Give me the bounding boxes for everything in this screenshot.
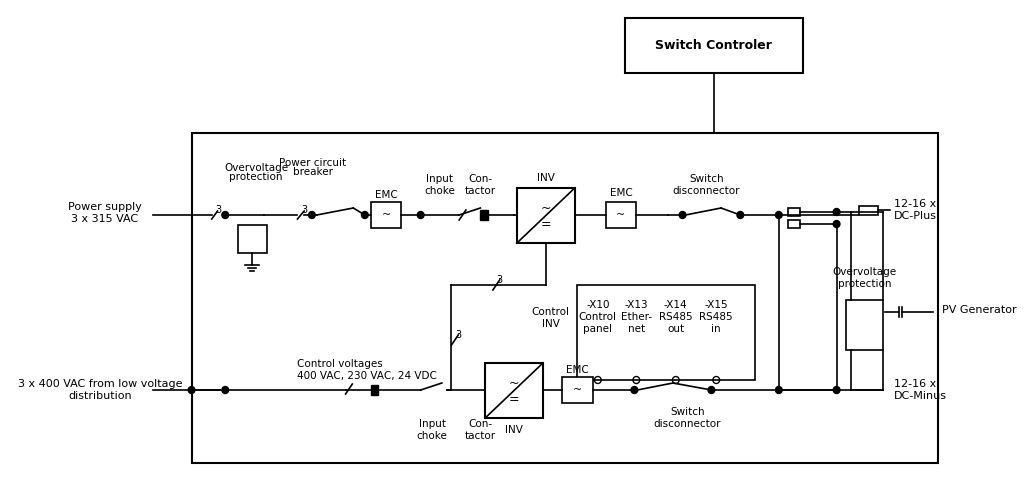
Text: breaker: breaker <box>293 167 333 177</box>
Bar <box>788 220 800 228</box>
Circle shape <box>737 212 743 218</box>
Text: Con-
tactor: Con- tactor <box>465 174 495 196</box>
Text: 3: 3 <box>455 330 462 340</box>
Text: 12-16 x
DC-Minus: 12-16 x DC-Minus <box>894 379 948 401</box>
Text: 3: 3 <box>497 275 503 285</box>
Bar <box>237 225 266 253</box>
Text: -X15: -X15 <box>704 300 728 310</box>
Text: in: in <box>711 324 721 334</box>
Bar <box>788 208 800 216</box>
Text: ~: ~ <box>509 376 519 389</box>
Circle shape <box>680 212 686 218</box>
Bar <box>480 210 488 220</box>
Bar <box>562 377 593 403</box>
Text: 3: 3 <box>301 205 307 215</box>
Bar <box>605 202 636 228</box>
Text: ~: ~ <box>541 202 551 215</box>
Bar <box>371 385 378 395</box>
Circle shape <box>417 212 424 218</box>
Circle shape <box>775 212 782 218</box>
Circle shape <box>308 212 316 218</box>
Circle shape <box>834 220 840 228</box>
Circle shape <box>188 387 195 394</box>
Text: panel: panel <box>583 324 613 334</box>
Bar <box>577 285 755 380</box>
Text: INV: INV <box>537 173 555 183</box>
Bar <box>371 202 401 228</box>
Text: Con-
tactor: Con- tactor <box>465 419 495 441</box>
Circle shape <box>708 387 714 394</box>
Text: Overvoltage
protection: Overvoltage protection <box>833 267 896 289</box>
Text: -X10: -X10 <box>586 300 610 310</box>
Circle shape <box>775 387 782 394</box>
Text: Overvoltage: Overvoltage <box>224 163 288 173</box>
Text: Ether-: Ether- <box>621 312 652 322</box>
Circle shape <box>834 208 840 216</box>
Text: Control
INV: Control INV <box>531 307 570 329</box>
Text: Switch
disconnector: Switch disconnector <box>673 174 740 196</box>
Text: Control voltages
400 VAC, 230 VAC, 24 VDC: Control voltages 400 VAC, 230 VAC, 24 VD… <box>297 359 437 381</box>
Text: EMC: EMC <box>566 365 589 375</box>
Bar <box>517 188 575 243</box>
Circle shape <box>222 212 228 218</box>
Text: Power circuit: Power circuit <box>280 158 346 168</box>
Text: PV Generator: PV Generator <box>943 305 1017 315</box>
Bar <box>485 363 543 418</box>
Text: -X14: -X14 <box>664 300 688 310</box>
Text: =: = <box>509 394 519 407</box>
Bar <box>625 18 803 73</box>
Text: 12-16 x
DC-Plus: 12-16 x DC-Plus <box>894 199 938 221</box>
Text: 3 x 400 VAC from low voltage
distribution: 3 x 400 VAC from low voltage distributio… <box>17 379 182 401</box>
Text: ~: ~ <box>381 210 391 220</box>
Text: -X13: -X13 <box>625 300 648 310</box>
Circle shape <box>222 387 228 394</box>
Text: net: net <box>628 324 645 334</box>
Text: Switch
disconnector: Switch disconnector <box>654 407 721 429</box>
Circle shape <box>631 387 637 394</box>
Text: Input
choke: Input choke <box>416 419 447 441</box>
Bar <box>858 206 878 215</box>
Circle shape <box>362 212 368 218</box>
Text: EMC: EMC <box>374 190 398 200</box>
Text: 3: 3 <box>216 205 222 215</box>
Text: Switch Controler: Switch Controler <box>656 39 772 52</box>
Text: RS485: RS485 <box>699 312 733 322</box>
Text: ~: ~ <box>573 385 582 395</box>
Bar <box>846 300 883 350</box>
Text: out: out <box>667 324 685 334</box>
Text: Control: Control <box>579 312 617 322</box>
Text: =: = <box>541 218 551 231</box>
Text: protection: protection <box>229 172 283 182</box>
Text: EMC: EMC <box>610 188 632 198</box>
Text: ~: ~ <box>617 210 626 220</box>
Bar <box>191 133 938 463</box>
Text: RS485: RS485 <box>659 312 693 322</box>
Text: INV: INV <box>505 425 523 435</box>
Text: Power supply
3 x 315 VAC: Power supply 3 x 315 VAC <box>68 202 142 224</box>
Circle shape <box>834 387 840 394</box>
Text: Input
choke: Input choke <box>425 174 455 196</box>
